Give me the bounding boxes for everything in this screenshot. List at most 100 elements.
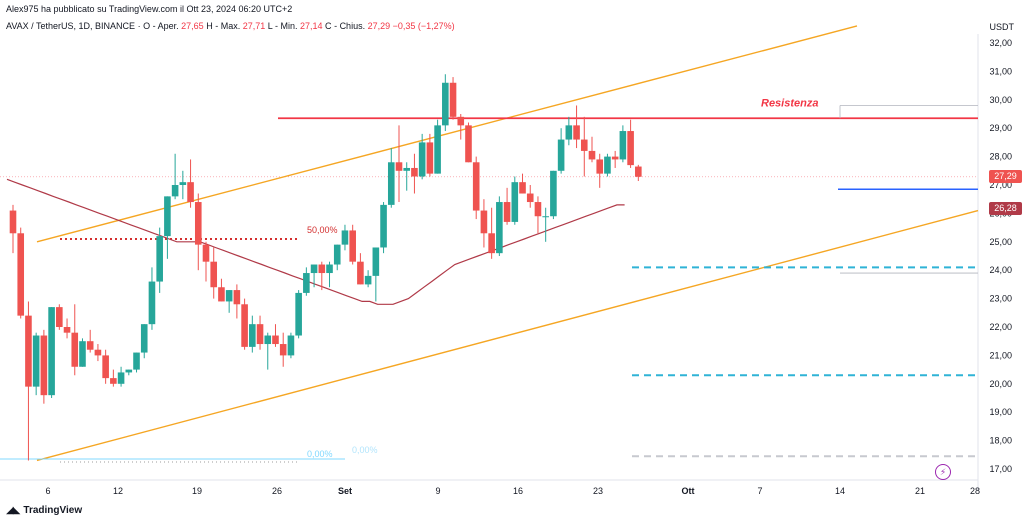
candle-body	[380, 204, 387, 248]
candle-body	[488, 233, 495, 254]
candle-body	[472, 162, 480, 211]
symbol-ohlc-legend: AVAX / TetherUS, 1D, BINANCE · O - Aper.…	[6, 21, 455, 31]
fib-0-label-right: 0,00%	[352, 445, 378, 455]
y-tick-label: 24,00	[989, 265, 1012, 275]
candle-body	[372, 247, 380, 276]
candle-body	[133, 352, 140, 370]
candle-body	[156, 236, 163, 282]
y-tick-label: 32,00	[989, 38, 1012, 48]
candle-body	[465, 125, 472, 163]
x-tick-label: 26	[272, 486, 282, 496]
ohlc-low-key: L	[267, 21, 273, 31]
lightning-icon[interactable]: ⚡	[935, 464, 951, 480]
candle-body	[511, 182, 519, 222]
candle-body	[79, 341, 86, 367]
candle-body	[140, 324, 148, 353]
candle-body	[210, 261, 218, 288]
candle-body	[125, 369, 133, 373]
candle-body	[364, 275, 372, 285]
candle-body	[333, 244, 341, 265]
candle-body	[503, 202, 511, 222]
candle-body	[32, 335, 40, 387]
candle-body	[357, 261, 364, 285]
candle-body	[102, 355, 109, 379]
y-tick-label: 23,00	[989, 294, 1012, 304]
candle-body	[635, 166, 642, 177]
y-tick-label: 18,00	[989, 436, 1012, 446]
channel-lower-line	[36, 209, 979, 462]
candle-body	[588, 150, 596, 160]
ohlc-high-label: Max.	[220, 21, 241, 31]
y-tick-label: 22,00	[989, 322, 1012, 332]
candle-body	[249, 324, 256, 347]
candle-body	[604, 156, 611, 174]
candle-body	[56, 307, 63, 327]
candle-body	[418, 142, 426, 177]
candle-body	[387, 162, 395, 205]
candle-body	[48, 307, 55, 396]
ohlc-high-key: H	[206, 21, 213, 31]
currency-label: USDT	[989, 22, 1015, 32]
candle-body	[310, 264, 318, 274]
candle-body	[40, 335, 48, 396]
candle-body	[71, 332, 79, 367]
candle-body	[395, 162, 403, 171]
tradingview-logo-text: TradingView	[23, 505, 83, 516]
candle-body	[457, 116, 465, 126]
candle-body	[573, 125, 580, 140]
candle-body	[164, 196, 171, 237]
x-tick-label: Ott	[682, 486, 695, 496]
candle-body	[580, 139, 588, 151]
ohlc-open-key: O	[143, 21, 151, 31]
candle-body	[318, 264, 326, 274]
ohlc-open-value: 27,65	[181, 21, 204, 31]
candle-body	[264, 335, 272, 345]
channel-upper-line	[36, 25, 858, 243]
ma-price-tag: 26,28	[989, 202, 1022, 216]
candle-body	[326, 264, 333, 274]
tradingview-logo-icon: ◢◣	[6, 505, 20, 516]
candle-body	[225, 290, 233, 302]
candle-body	[627, 131, 634, 166]
candle-body	[233, 290, 241, 305]
last-price-tag: 27,29	[989, 170, 1022, 184]
x-tick-label: 12	[113, 486, 123, 496]
fib-50-label: 50,00%	[307, 225, 338, 235]
y-tick-label: 20,00	[989, 379, 1012, 389]
x-tick-label: 19	[192, 486, 202, 496]
candle-body	[171, 185, 179, 197]
x-tick-label: 9	[435, 486, 440, 496]
ohlc-low-value: 27,14	[300, 21, 323, 31]
ohlc-open-key: ·	[137, 21, 144, 31]
candle-body	[434, 125, 441, 174]
candle-body	[542, 216, 549, 218]
candle-body	[596, 159, 604, 174]
x-tick-label: 7	[757, 486, 762, 496]
y-tick-label: 27,00	[989, 180, 1012, 190]
resistance-label: Resistenza	[761, 97, 818, 109]
candle-body	[403, 167, 411, 171]
y-tick-label: 28,00	[989, 152, 1012, 162]
candle-body	[218, 287, 225, 302]
ohlc-high-value: 27,71	[242, 21, 266, 31]
candle-body	[287, 335, 295, 356]
candle-body	[9, 210, 17, 234]
candle-body	[303, 273, 310, 293]
candle-body	[179, 182, 187, 185]
candle-body	[25, 315, 32, 387]
candle-body	[94, 349, 102, 356]
ohlc-close-label: Chius.	[339, 21, 366, 31]
candle-body	[241, 304, 248, 347]
x-tick-label: 14	[835, 486, 845, 496]
x-tick-label: Set	[338, 486, 352, 496]
candle-body	[341, 230, 349, 245]
candle-body	[557, 139, 565, 171]
y-tick-label: 21,00	[989, 350, 1012, 360]
candle-body	[411, 167, 418, 177]
x-tick-label: 28	[970, 486, 980, 496]
candle-body	[194, 202, 202, 245]
tradingview-logo[interactable]: ◢◣ TradingView	[6, 505, 82, 516]
symbol-name: AVAX / TetherUS, 1D, BINANCE	[6, 21, 136, 31]
candle-body	[565, 125, 573, 140]
